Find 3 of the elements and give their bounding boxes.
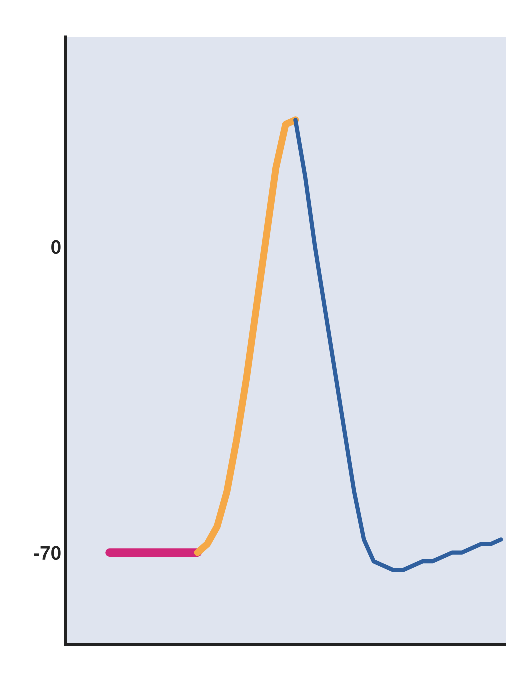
line-series	[294, 118, 504, 572]
y-tick-label: -70	[34, 546, 61, 560]
y-tick-label: 0	[52, 240, 61, 254]
